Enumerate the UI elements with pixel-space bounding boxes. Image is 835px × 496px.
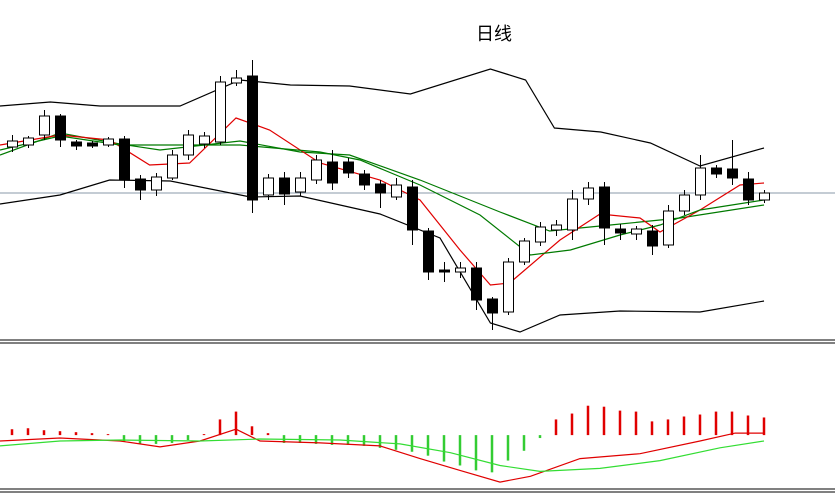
candle-body	[295, 177, 306, 193]
candle-body	[359, 173, 370, 186]
candle-body	[39, 115, 50, 136]
candle-body	[471, 267, 482, 301]
candle-body	[87, 142, 98, 147]
candle-body	[55, 115, 66, 141]
indicator-line	[0, 428, 764, 483]
indicator-line	[0, 135, 765, 256]
candle-body	[743, 178, 754, 201]
chart-title: 日线	[476, 24, 512, 45]
candle-body	[663, 210, 674, 246]
candle-body	[599, 186, 610, 229]
candle-body	[615, 228, 626, 234]
indicator-line	[0, 117, 765, 286]
candle-body	[23, 137, 34, 146]
candle-body	[695, 167, 706, 196]
candle-body	[167, 154, 178, 179]
candle-body	[247, 75, 258, 201]
candle-body	[151, 176, 162, 191]
candle-body	[327, 161, 338, 184]
candle-body	[519, 240, 530, 263]
candle-body	[343, 161, 354, 174]
candle-body	[199, 135, 210, 145]
candle-body	[215, 81, 226, 143]
candle-body	[535, 226, 546, 243]
candle-body	[727, 168, 738, 179]
candle-body	[135, 178, 146, 191]
indicator-line	[0, 179, 765, 333]
candle-body	[7, 140, 18, 148]
candle-body	[567, 198, 578, 231]
candle-body	[631, 228, 642, 235]
candle-body	[183, 134, 194, 156]
candle-body	[119, 138, 130, 181]
candle-body	[647, 230, 658, 247]
candle-body	[375, 183, 386, 194]
candle-body	[311, 159, 322, 181]
candle-body	[231, 77, 242, 84]
indicator-line	[0, 132, 765, 232]
candle-body	[455, 267, 466, 273]
candle-body	[407, 186, 418, 231]
candle-body	[71, 141, 82, 147]
candle-body	[279, 177, 290, 195]
candle-body	[503, 261, 514, 313]
candle-body	[583, 187, 594, 200]
candle-body	[423, 230, 434, 273]
indicator-line	[0, 438, 765, 473]
candle-body	[679, 194, 690, 212]
candle-body	[487, 298, 498, 314]
candle-body	[711, 167, 722, 175]
candle-body	[439, 269, 450, 273]
indicator-line	[0, 68, 765, 167]
candle-body	[551, 224, 562, 231]
candle-body	[103, 138, 114, 146]
candle-body	[391, 184, 402, 198]
candle-body	[263, 177, 274, 196]
candle-body	[759, 192, 770, 201]
